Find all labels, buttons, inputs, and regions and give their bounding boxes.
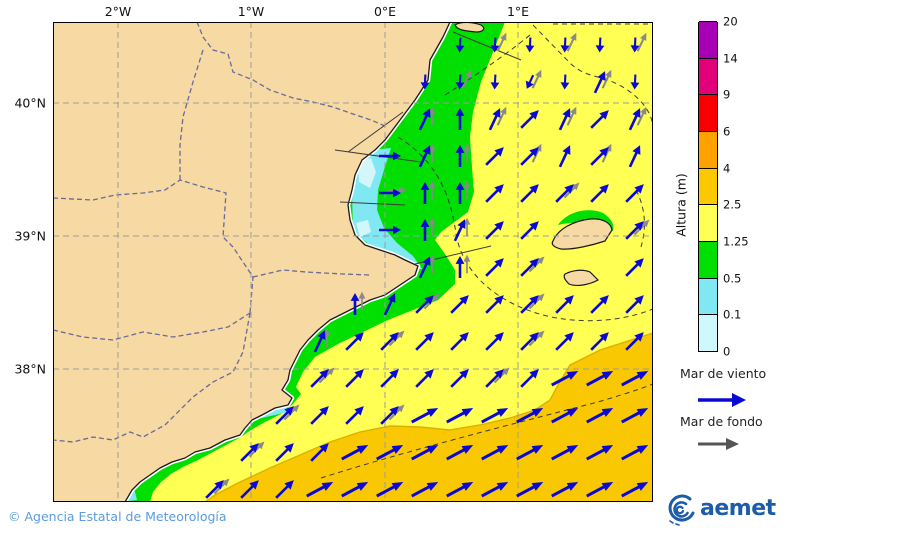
copyright-text: © Agencia Estatal de Meteorología [8, 509, 227, 524]
colorbar-tick: 0 [723, 344, 731, 359]
lon-label-0e: 0°E [373, 4, 397, 19]
colorbar-tick: 6 [723, 124, 731, 139]
legend-wind-label: Mar de viento [680, 366, 767, 381]
lon-label-1e: 1°E [506, 4, 530, 19]
colorbar-tick: 0.5 [723, 271, 742, 286]
wind-arrow-icon [698, 393, 746, 407]
sea-pale-patch-2 [356, 220, 371, 237]
lat-label-39n: 39°N [14, 228, 46, 244]
colorbar-tick: 1.25 [723, 234, 749, 249]
direction-arrows [205, 32, 650, 499]
lat-label-38n: 38°N [14, 361, 46, 377]
formentera-island [563, 269, 599, 286]
aemet-logo-text: aemet [700, 496, 776, 521]
sea-green-region [93, 22, 505, 502]
aemet-swirl-icon [668, 494, 695, 526]
swell-arrow-icon [698, 438, 739, 450]
aemet-logo: aemet [664, 494, 776, 528]
colorbar-tick: 20 [723, 14, 738, 29]
colorbar-tick: 4 [723, 161, 731, 176]
sea-pale-patch [358, 158, 376, 188]
sea-gold-region [203, 332, 653, 502]
colorbar-tick: 2.5 [723, 198, 742, 213]
colorbar-tick: 14 [723, 51, 738, 66]
map-frame [53, 22, 653, 502]
colorbar-tick: 0.1 [723, 308, 742, 323]
wave-height-colorbar [698, 21, 718, 352]
coastline [124, 22, 451, 502]
lon-label-2w: 2°W [104, 4, 132, 19]
colorbar-tick-labels: 0 0.1 0.5 1.25 2.5 4 6 9 14 20 [723, 0, 763, 533]
wave-height-map [53, 22, 653, 502]
colorbar-tick: 9 [723, 88, 731, 103]
graticule [53, 22, 653, 502]
legend-swell-label: Mar de fondo [680, 414, 763, 429]
lon-label-1w: 1°W [237, 4, 265, 19]
colorbar-title: Altura (m) [673, 173, 689, 237]
lat-label-40n: 40°N [14, 95, 46, 111]
